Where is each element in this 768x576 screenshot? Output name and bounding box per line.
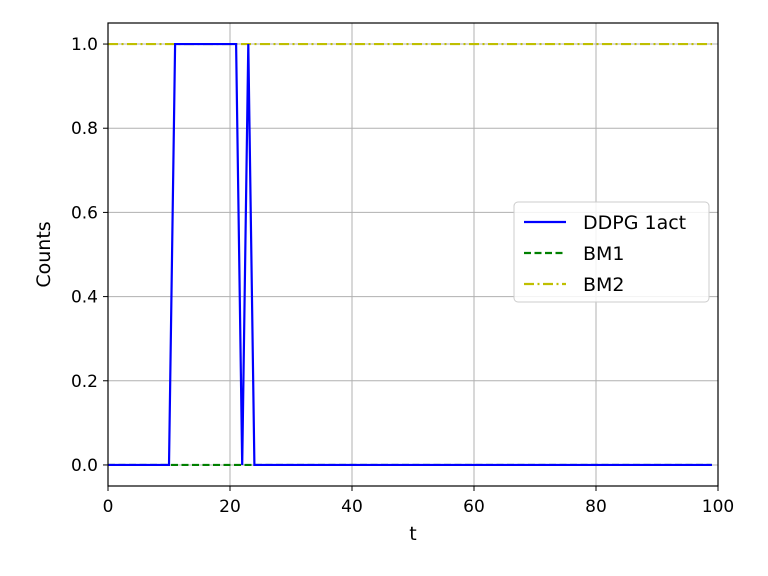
y-tick-label: 0.6 — [71, 203, 98, 223]
legend-label: BM2 — [583, 274, 625, 296]
y-axis-label: Counts — [33, 221, 55, 287]
y-tick-label: 0.2 — [71, 372, 98, 392]
x-tick-label: 100 — [702, 497, 734, 517]
ticks: 0 20 40 60 80 100 0.0 0.2 0.4 0.6 0.8 1.0 — [71, 35, 734, 517]
y-tick-label: 0.0 — [71, 456, 98, 476]
y-tick-label: 0.8 — [71, 119, 98, 139]
y-tick-label: 1.0 — [71, 35, 98, 55]
plot-area — [108, 42, 712, 467]
legend-box — [513, 201, 710, 303]
axes-frame — [107, 22, 719, 487]
x-tick-label: 20 — [219, 497, 241, 517]
legend: DDPG 1act BM1 BM2 — [513, 201, 710, 303]
x-tick-label: 0 — [103, 497, 114, 517]
x-axis-label: t — [409, 523, 416, 545]
x-tick-label: 40 — [341, 497, 363, 517]
legend-label: BM1 — [583, 243, 625, 265]
x-tick-label: 60 — [463, 497, 485, 517]
x-tick-label: 80 — [585, 497, 607, 517]
y-tick-label: 0.4 — [71, 288, 98, 308]
series-line-ddpg-1act — [108, 42, 712, 467]
legend-label: DDPG 1act — [583, 212, 686, 234]
